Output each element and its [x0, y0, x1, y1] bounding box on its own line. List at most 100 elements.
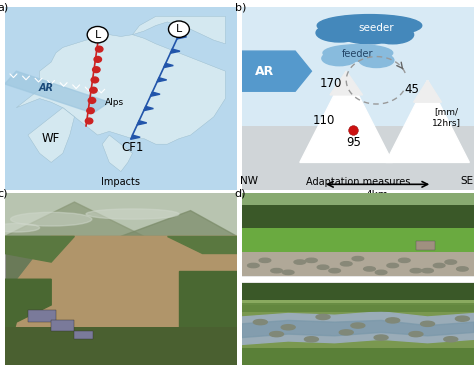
Polygon shape	[144, 106, 154, 111]
Polygon shape	[167, 237, 237, 254]
Circle shape	[85, 118, 93, 124]
Polygon shape	[150, 92, 160, 96]
Circle shape	[88, 97, 96, 103]
Ellipse shape	[10, 212, 92, 226]
FancyArrow shape	[242, 51, 311, 91]
Ellipse shape	[456, 267, 468, 271]
Polygon shape	[330, 71, 363, 95]
Ellipse shape	[253, 319, 267, 325]
Polygon shape	[177, 35, 187, 39]
Bar	[242, 283, 474, 365]
Ellipse shape	[444, 337, 458, 342]
Ellipse shape	[270, 331, 283, 337]
Text: L: L	[176, 24, 182, 34]
Bar	[416, 242, 435, 250]
Polygon shape	[179, 271, 237, 365]
Text: 110: 110	[312, 114, 335, 127]
Text: 170: 170	[319, 77, 342, 91]
Ellipse shape	[271, 269, 283, 273]
Ellipse shape	[410, 269, 422, 273]
Ellipse shape	[306, 258, 317, 262]
Ellipse shape	[323, 45, 392, 61]
Polygon shape	[5, 279, 51, 365]
Bar	[242, 228, 474, 254]
Bar	[242, 193, 474, 276]
Bar	[5, 193, 237, 237]
Ellipse shape	[283, 270, 294, 274]
Text: AR: AR	[255, 65, 274, 78]
Ellipse shape	[247, 264, 259, 268]
Ellipse shape	[281, 325, 295, 330]
Ellipse shape	[386, 318, 400, 323]
Ellipse shape	[86, 209, 179, 219]
Bar	[242, 283, 474, 365]
Polygon shape	[242, 320, 474, 338]
Ellipse shape	[259, 258, 271, 262]
Bar	[242, 193, 474, 219]
Polygon shape	[130, 135, 140, 139]
Circle shape	[87, 27, 108, 43]
Text: Alps: Alps	[105, 98, 124, 107]
Polygon shape	[102, 135, 132, 172]
Polygon shape	[5, 237, 237, 331]
Polygon shape	[5, 202, 144, 237]
Ellipse shape	[372, 26, 414, 44]
Polygon shape	[157, 78, 167, 82]
Circle shape	[87, 108, 94, 114]
Ellipse shape	[420, 321, 435, 326]
Bar	[51, 320, 74, 331]
Ellipse shape	[294, 260, 306, 264]
Ellipse shape	[340, 26, 399, 44]
Bar	[242, 283, 474, 305]
Ellipse shape	[352, 257, 364, 261]
Bar	[74, 331, 93, 339]
Polygon shape	[16, 35, 226, 144]
Ellipse shape	[329, 269, 340, 273]
Ellipse shape	[316, 314, 330, 319]
Polygon shape	[170, 49, 180, 53]
Ellipse shape	[340, 262, 352, 266]
Text: 95: 95	[346, 136, 361, 149]
Ellipse shape	[409, 331, 423, 337]
Polygon shape	[132, 16, 226, 44]
Bar	[5, 327, 237, 365]
Circle shape	[95, 46, 103, 52]
Polygon shape	[242, 312, 474, 345]
Ellipse shape	[433, 264, 445, 268]
Circle shape	[92, 67, 100, 73]
Text: WF: WF	[42, 132, 60, 145]
Ellipse shape	[317, 15, 422, 36]
Ellipse shape	[422, 269, 433, 273]
Bar	[242, 348, 474, 365]
Text: c): c)	[0, 188, 8, 199]
Circle shape	[91, 77, 99, 83]
Text: Adaptation measures: Adaptation measures	[306, 177, 410, 187]
Polygon shape	[414, 80, 441, 102]
Text: [mm/
12hrs]: [mm/ 12hrs]	[432, 107, 461, 127]
Circle shape	[168, 21, 190, 37]
Text: L: L	[94, 30, 101, 40]
Ellipse shape	[399, 258, 410, 262]
Ellipse shape	[364, 267, 375, 271]
Bar	[242, 283, 474, 300]
Bar	[242, 205, 474, 231]
Text: 4km: 4km	[365, 190, 388, 200]
Polygon shape	[28, 108, 74, 162]
Ellipse shape	[339, 330, 353, 335]
Text: a): a)	[0, 2, 9, 12]
Text: NW: NW	[240, 176, 258, 186]
Text: d): d)	[235, 188, 246, 199]
Polygon shape	[5, 237, 74, 262]
Text: SE: SE	[460, 176, 474, 186]
Ellipse shape	[374, 335, 388, 340]
Ellipse shape	[317, 265, 329, 269]
Polygon shape	[121, 211, 237, 237]
Polygon shape	[386, 80, 469, 162]
Ellipse shape	[316, 24, 363, 42]
Polygon shape	[164, 64, 173, 68]
Ellipse shape	[0, 223, 40, 232]
Ellipse shape	[445, 260, 456, 264]
Text: b): b)	[235, 2, 246, 12]
Ellipse shape	[359, 53, 394, 68]
Polygon shape	[137, 121, 147, 125]
